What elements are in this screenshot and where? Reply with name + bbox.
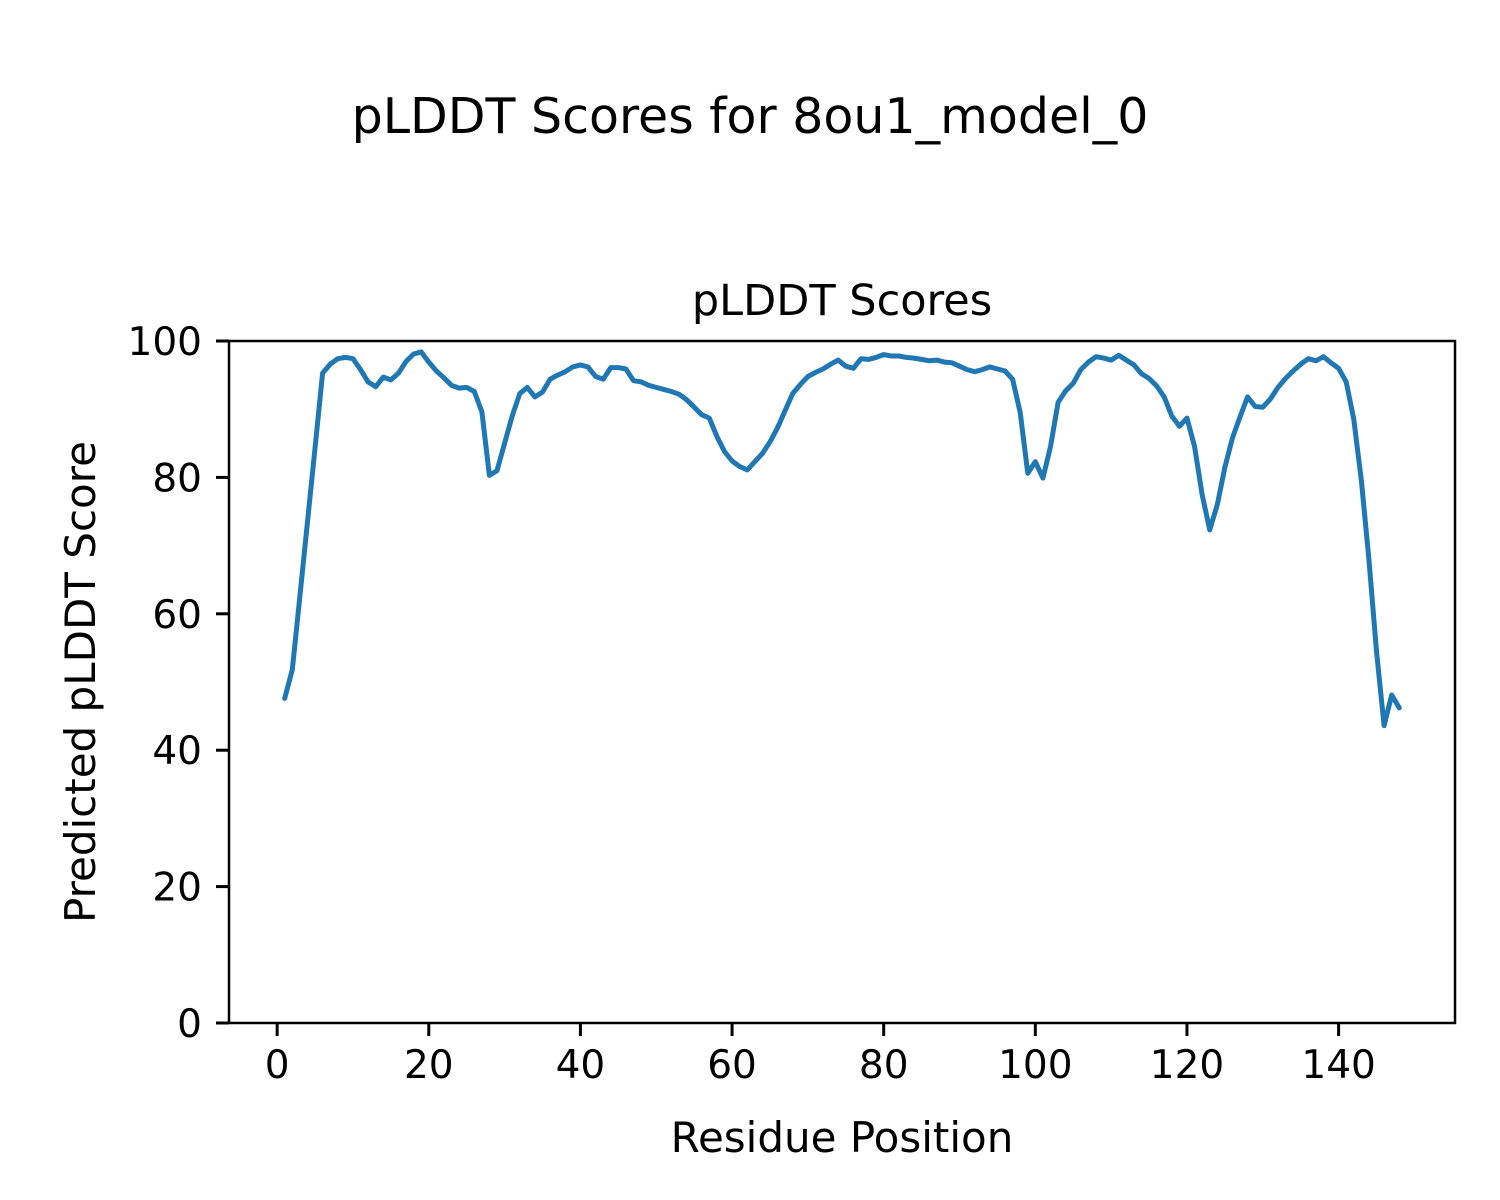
y-axis-label: Predicted pLDDT Score	[56, 441, 105, 923]
y-tick-label: 80	[152, 456, 202, 501]
y-tick-label: 100	[128, 320, 202, 365]
y-axis-ticks: 0 20 40 60 80 100	[128, 320, 229, 1047]
x-axis-label: Residue Position	[671, 1113, 1014, 1162]
y-tick-label: 20	[152, 866, 202, 911]
y-tick-label: 40	[152, 729, 202, 774]
y-tick-label: 60	[152, 593, 202, 638]
x-tick-label: 100	[998, 1043, 1072, 1088]
x-tick-label: 0	[265, 1043, 290, 1088]
axes-title: pLDDT Scores	[692, 276, 992, 326]
x-tick-label: 120	[1150, 1043, 1224, 1088]
axes-box	[227, 339, 1457, 1025]
figure-title: pLDDT Scores for 8ou1_model_0	[352, 88, 1149, 145]
x-tick-label: 60	[707, 1043, 757, 1088]
x-tick-label: 140	[1301, 1043, 1375, 1088]
y-tick-label: 0	[177, 1002, 202, 1047]
x-tick-label: 80	[859, 1043, 909, 1088]
x-tick-label: 40	[556, 1043, 606, 1088]
x-tick-label: 20	[404, 1043, 454, 1088]
plddt-line-series	[282, 349, 1402, 729]
x-axis-ticks: 0 20 40 60 80 100 120 140	[265, 1023, 1376, 1088]
